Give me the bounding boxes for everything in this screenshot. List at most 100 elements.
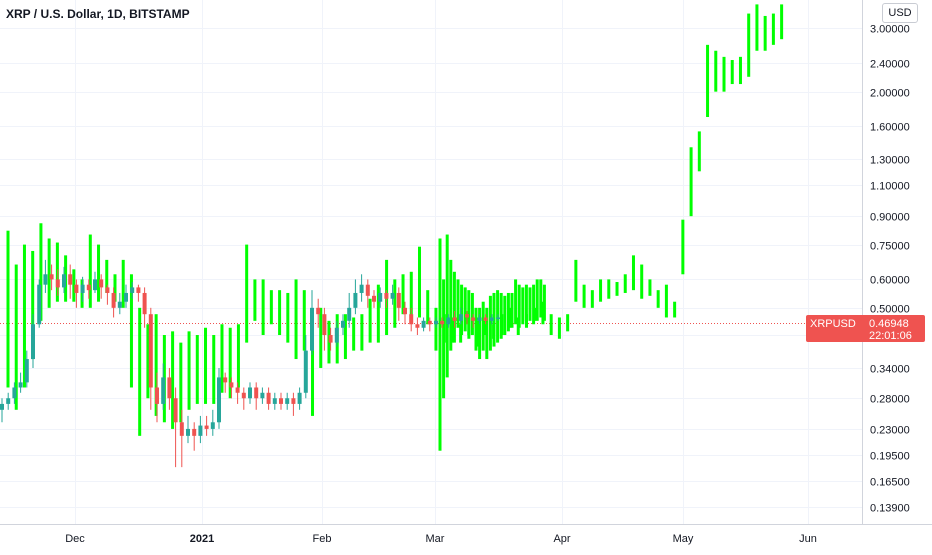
price-tick-label: 0.16500 (870, 477, 910, 489)
candle-body (18, 382, 23, 388)
price-bar (105, 259, 109, 293)
candle-body (12, 387, 17, 399)
price-bar (171, 331, 175, 429)
price-bar (590, 290, 594, 308)
time-tick-label: Dec (65, 533, 85, 545)
price-tick-label: 0.75000 (870, 241, 910, 253)
price-series (0, 4, 784, 468)
candle-body (62, 274, 66, 288)
price-bar (31, 250, 35, 360)
price-axis[interactable]: 3.00000 2.40000 2.00000 1.60000 1.30000 1.100… (870, 24, 910, 515)
price-bar (474, 307, 478, 351)
candle-body (0, 403, 4, 410)
price-bar (302, 290, 306, 351)
price-bar (47, 238, 51, 308)
price-bar (528, 287, 532, 321)
price-bar (532, 284, 536, 325)
price-bar (445, 234, 449, 378)
candle-body (210, 422, 215, 429)
price-bar (524, 284, 528, 321)
price-bar (738, 56, 742, 85)
time-tick-label: Mar (426, 533, 445, 545)
price-bar (780, 4, 784, 40)
price-bar (253, 279, 257, 321)
price-bar (730, 60, 734, 85)
candle-body (68, 274, 73, 285)
candle-body (415, 324, 420, 328)
price-tick-label: 2.40000 (870, 59, 910, 71)
price-bar (607, 279, 611, 299)
price-bar (514, 279, 518, 325)
candle-body (186, 428, 190, 436)
candle-body (111, 292, 116, 308)
price-tag-value: 0.46948 (869, 318, 909, 330)
price-bar (656, 290, 660, 308)
candle-body (291, 398, 296, 404)
candle-body (279, 398, 283, 404)
price-bar (438, 238, 442, 451)
candle-body (136, 287, 141, 293)
time-axis[interactable]: Dec 2021 Feb Mar Apr May Jun (65, 533, 817, 545)
price-bar (6, 230, 10, 388)
price-tick-label: 1.10000 (870, 181, 910, 193)
price-bar (97, 244, 101, 302)
candle-body (24, 359, 29, 383)
candle-body (328, 335, 333, 343)
price-bar (456, 279, 460, 328)
candle-body (49, 274, 54, 280)
candle-body (43, 274, 48, 285)
candle-body (192, 428, 197, 436)
price-bar (352, 317, 356, 351)
price-bar (582, 284, 586, 308)
gridlines (0, 0, 862, 524)
price-bar (485, 307, 489, 360)
price-bar (470, 292, 474, 336)
candle-body (179, 422, 184, 436)
price-bar (722, 56, 726, 92)
candle-body (427, 320, 432, 325)
candle-body (372, 295, 376, 302)
price-bar (488, 295, 492, 351)
price-bar (80, 279, 84, 308)
candle-body (254, 387, 259, 399)
price-tick-label: 1.30000 (870, 155, 910, 167)
price-bar (426, 290, 430, 325)
candle-body (465, 314, 469, 318)
candle-body (483, 317, 488, 321)
symbol-title: XRP / U.S. Dollar, 1D, BITSTAMP (6, 7, 190, 21)
price-bar (129, 274, 133, 388)
price-tick-label: 2.00000 (870, 88, 910, 100)
price-bar (517, 284, 521, 328)
candle-body (142, 292, 147, 315)
price-bar (755, 4, 759, 51)
candle-body (272, 398, 277, 404)
price-bar (138, 307, 142, 436)
price-bar (549, 314, 553, 336)
candle-body (161, 377, 166, 404)
price-bar (681, 219, 685, 275)
price-tick-label: 0.60000 (870, 275, 910, 287)
currency-button[interactable]: USD (882, 3, 918, 23)
candle-body (93, 279, 97, 291)
price-bar (88, 234, 92, 308)
price-bar (393, 279, 397, 328)
price-bar (195, 335, 199, 404)
price-tick-label: 0.50000 (870, 304, 910, 316)
last-price-tag: XRPUSD 0.46948 22:01:06 (806, 315, 925, 342)
price-bar (463, 287, 467, 332)
candle-body (6, 398, 11, 404)
price-bar (204, 327, 208, 404)
price-bar (442, 279, 446, 399)
candle-body (471, 317, 476, 321)
price-bar (121, 259, 125, 308)
candle-body (384, 292, 389, 299)
candle-body (223, 377, 228, 383)
candle-body (285, 398, 290, 404)
candle-body (477, 317, 482, 321)
candle-body (297, 392, 302, 404)
time-tick-label: Apr (553, 533, 570, 545)
price-bar (697, 131, 701, 172)
price-tick-label: 0.90000 (870, 212, 910, 224)
